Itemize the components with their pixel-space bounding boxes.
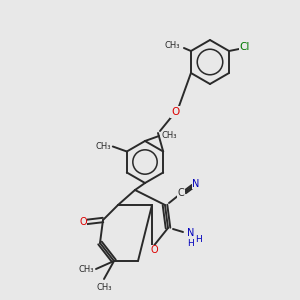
Text: O: O	[150, 245, 158, 255]
Text: CH₃: CH₃	[164, 41, 180, 50]
Text: O: O	[171, 107, 179, 117]
Text: CH₃: CH₃	[79, 265, 94, 274]
Text: H: H	[195, 236, 201, 244]
Text: O: O	[79, 217, 87, 227]
Text: H: H	[188, 238, 194, 247]
Text: CH₃: CH₃	[95, 142, 111, 151]
Text: C: C	[178, 188, 184, 198]
Text: N: N	[192, 179, 200, 189]
Text: Cl: Cl	[240, 42, 250, 52]
Text: N: N	[187, 228, 195, 238]
Text: CH₃: CH₃	[161, 131, 176, 140]
Text: CH₃: CH₃	[96, 283, 112, 292]
